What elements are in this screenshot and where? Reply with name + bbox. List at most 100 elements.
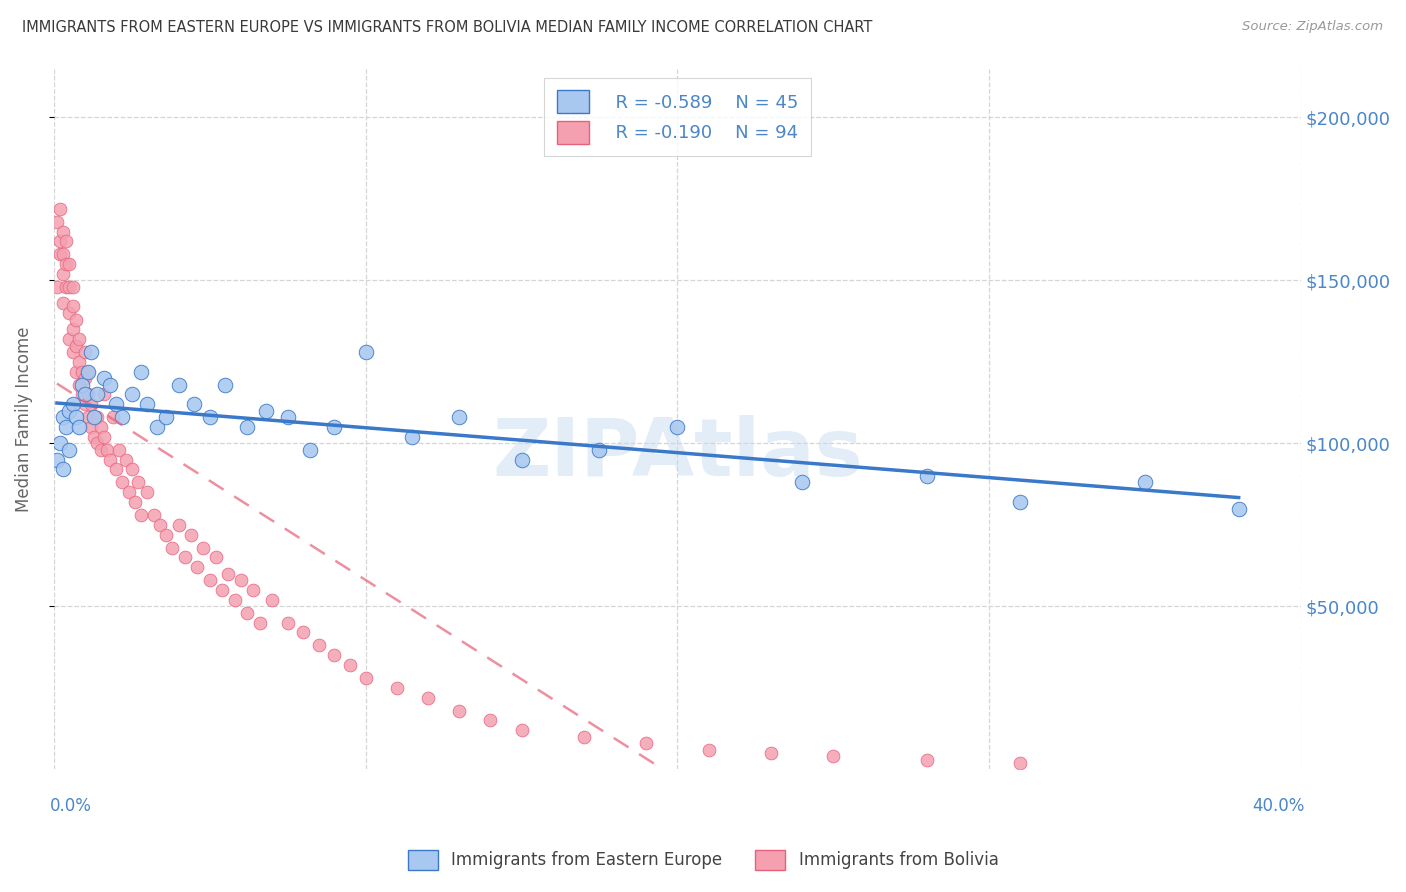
Point (339, 658, 361, 673)
Point (129, 508, 152, 522)
Point (86, 410, 108, 425)
Legend: Immigrants from Eastern Europe, Immigrants from Bolivia: Immigrants from Eastern Europe, Immigran… (401, 843, 1005, 877)
Point (52, 296, 75, 310)
Point (229, 574, 252, 588)
Point (254, 404, 277, 418)
Point (127, 475, 149, 490)
Point (58, 280, 80, 294)
Text: 40.0%: 40.0% (1253, 797, 1305, 815)
Point (108, 442, 131, 457)
Point (105, 462, 128, 476)
Point (114, 452, 136, 467)
Point (510, 452, 533, 467)
Point (77, 365, 100, 379)
Point (449, 410, 471, 425)
Point (262, 592, 284, 607)
Text: 0.0%: 0.0% (51, 797, 91, 815)
Point (62, 300, 84, 314)
Point (111, 475, 134, 490)
Point (90, 420, 112, 434)
Point (823, 749, 845, 764)
Point (55, 280, 77, 294)
Point (915, 469, 938, 483)
Point (129, 365, 152, 379)
Point (55, 234, 77, 248)
Point (46, 215, 69, 229)
Point (510, 723, 533, 738)
Point (145, 420, 167, 434)
Point (77, 410, 100, 425)
Point (58, 404, 80, 418)
Point (193, 541, 215, 555)
Point (211, 583, 233, 598)
Point (242, 583, 264, 598)
Point (58, 332, 80, 346)
Point (236, 420, 259, 434)
Point (93, 371, 115, 385)
Point (308, 639, 330, 653)
Point (65, 410, 87, 425)
Point (1227, 501, 1250, 516)
Point (93, 430, 115, 444)
Point (80, 420, 103, 434)
Point (101, 410, 124, 425)
Point (49, 247, 72, 261)
Point (1010, 495, 1032, 509)
Point (479, 714, 502, 728)
Point (155, 527, 177, 541)
Point (93, 387, 115, 401)
Point (80, 397, 103, 411)
Point (77, 387, 100, 401)
Point (73, 345, 96, 359)
Point (792, 475, 814, 490)
Point (80, 345, 103, 359)
Point (217, 566, 239, 581)
Point (58, 442, 80, 457)
Point (52, 267, 75, 281)
Point (52, 247, 75, 261)
Point (96, 442, 118, 457)
Text: Source: ZipAtlas.com: Source: ZipAtlas.com (1243, 20, 1384, 33)
Point (77, 365, 100, 379)
Point (198, 410, 221, 425)
Point (67, 420, 90, 434)
Point (277, 410, 299, 425)
Point (98, 452, 121, 467)
Point (83, 410, 105, 425)
Point (759, 746, 782, 760)
Point (49, 234, 72, 248)
Point (70, 387, 93, 401)
Point (323, 420, 346, 434)
Point (449, 704, 471, 718)
Point (915, 753, 938, 767)
Point (1010, 756, 1032, 770)
Point (65, 338, 87, 352)
Point (697, 743, 720, 757)
Point (173, 550, 195, 565)
Point (277, 615, 299, 630)
Point (121, 387, 143, 401)
Point (46, 452, 69, 467)
Point (149, 517, 172, 532)
Point (52, 462, 75, 476)
Y-axis label: Median Family Income: Median Family Income (15, 326, 32, 512)
Point (636, 736, 658, 750)
Point (67, 377, 90, 392)
Point (62, 345, 84, 359)
Point (62, 322, 84, 336)
Point (572, 730, 595, 744)
Point (67, 355, 90, 369)
Point (52, 225, 75, 239)
Point (666, 420, 689, 434)
Point (86, 387, 108, 401)
Point (292, 625, 315, 640)
Point (49, 202, 72, 216)
Point (118, 485, 141, 500)
Point (180, 527, 202, 541)
Point (142, 508, 165, 522)
Point (249, 615, 271, 630)
Point (49, 436, 72, 450)
Point (121, 462, 143, 476)
Point (198, 574, 221, 588)
Point (385, 681, 408, 695)
